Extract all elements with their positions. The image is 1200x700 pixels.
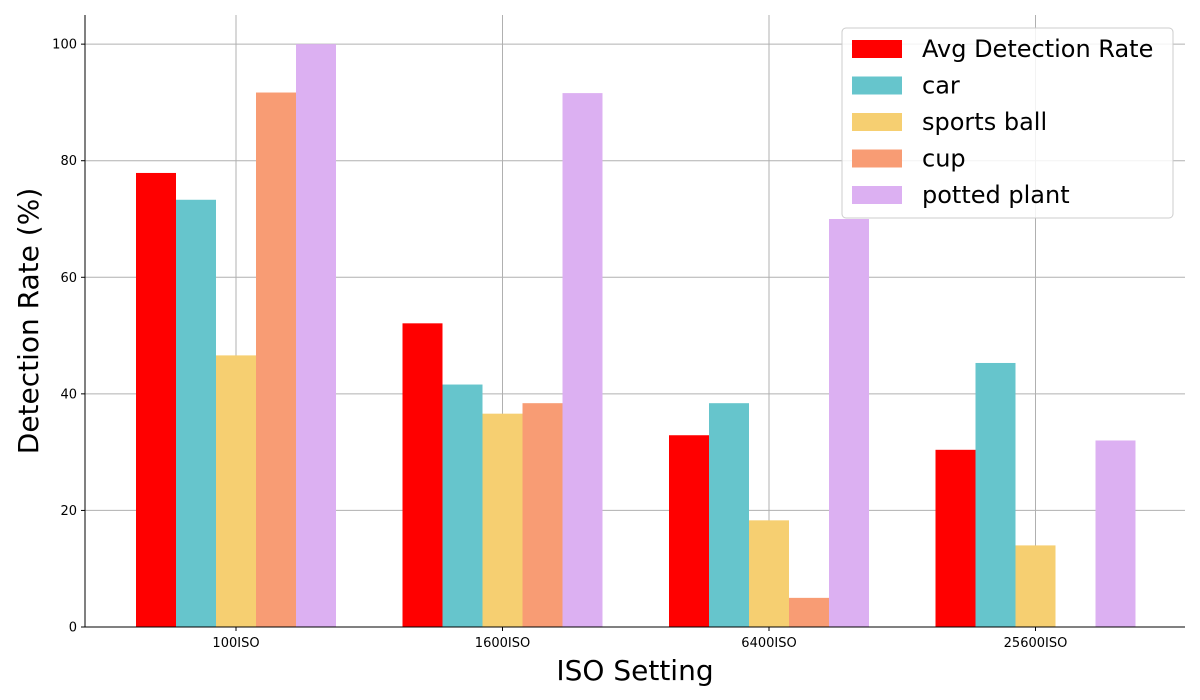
legend-box (841, 27, 1174, 219)
legend: Avg Detection Rate car sports ball cup potte… (841, 27, 1174, 219)
bar-sports-ball (482, 413, 523, 627)
y-tick-label: 40 (60, 387, 77, 402)
bars (136, 44, 1136, 628)
legend-label: cup (922, 145, 966, 173)
bar-potted-plant (296, 44, 336, 627)
bar-car (442, 384, 483, 627)
bar-car (176, 199, 216, 627)
legend-label: Avg Detection Rate (922, 35, 1153, 63)
y-tick-label: 100 (52, 38, 77, 53)
bar-avg-detection-rate (136, 172, 176, 627)
legend-swatch (852, 149, 902, 168)
bar-potted-plant (562, 93, 603, 628)
ticks: 0 20 40 60 80 100 100ISO 1600ISO 6400ISO 25600ISO (52, 38, 1067, 651)
bar-avg-detection-rate (669, 435, 709, 627)
legend-swatch (852, 186, 902, 204)
bar-car (709, 403, 749, 627)
legend-label: sports ball (922, 108, 1047, 136)
bar-sports-ball (1015, 545, 1056, 627)
x-tick-label: 6400ISO (741, 636, 796, 651)
bar-avg-detection-rate (935, 449, 976, 627)
bar-avg-detection-rate (402, 323, 443, 627)
x-axis-label: ISO Setting (556, 654, 713, 687)
x-tick-label: 25600ISO (1004, 636, 1068, 651)
bar-car (975, 362, 1016, 627)
bar-sports-ball (749, 520, 789, 627)
x-tick-label: 1600ISO (475, 636, 530, 651)
bar-cup (256, 92, 296, 627)
y-axis-label: Detection Rate (%) (12, 188, 45, 454)
axes (84, 15, 1185, 628)
bar-sports-ball (216, 355, 256, 627)
bar-potted-plant (1095, 440, 1136, 627)
legend-label: car (922, 72, 960, 100)
bar-cup (522, 403, 563, 627)
legend-label: potted plant (922, 181, 1070, 209)
legend-swatch (852, 113, 902, 131)
y-tick-label: 60 (60, 271, 77, 286)
legend-swatch (852, 40, 902, 58)
bar-potted-plant (829, 219, 869, 627)
y-tick-label: 80 (60, 154, 77, 169)
y-tick-label: 20 (60, 504, 77, 519)
y-tick-label: 0 (69, 621, 77, 636)
legend-swatch (852, 76, 902, 95)
bar-cup (789, 597, 829, 627)
x-tick-label: 100ISO (212, 636, 259, 651)
